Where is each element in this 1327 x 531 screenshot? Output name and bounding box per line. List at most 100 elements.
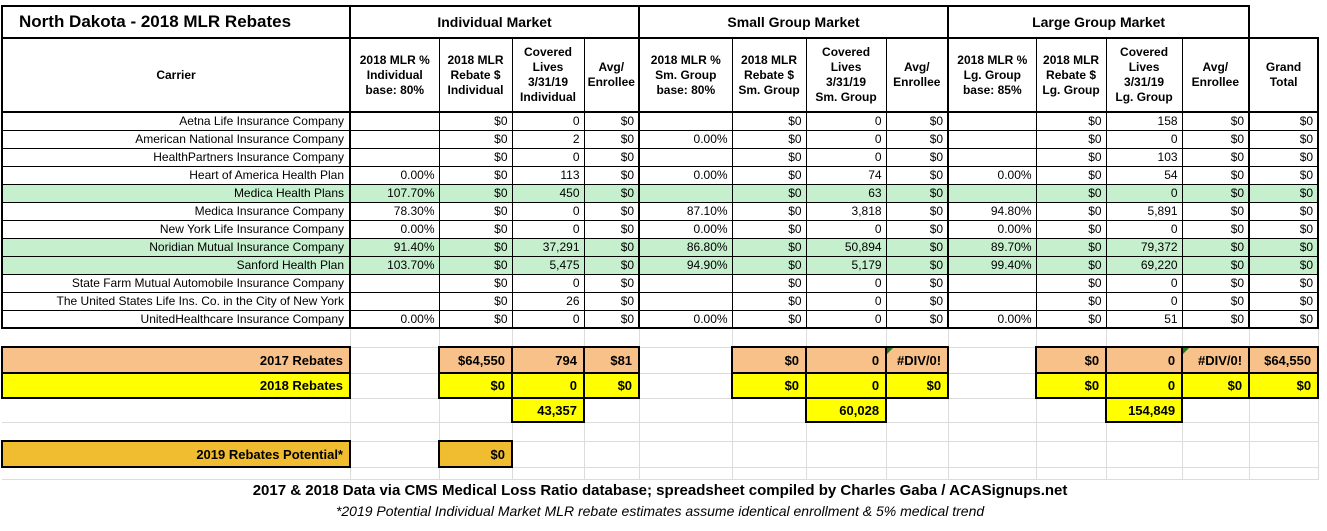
summary-row-2018-rebates-value[interactable]: $0 <box>1181 372 1251 399</box>
cell-value[interactable]: 0 <box>805 273 887 293</box>
cell-value[interactable] <box>349 273 440 293</box>
cell-value[interactable]: 51 <box>1105 309 1183 329</box>
cell-value[interactable]: $0 <box>1248 219 1320 239</box>
summary-row-2018-rebates-value[interactable]: $0 <box>1248 372 1320 399</box>
cell-value[interactable]: $0 <box>1035 255 1107 275</box>
cell-value[interactable]: $0 <box>731 165 807 185</box>
cell-value[interactable]: $0 <box>438 111 513 131</box>
cell-value[interactable] <box>947 129 1037 149</box>
cell-value[interactable]: 26 <box>511 291 585 311</box>
cell-value[interactable]: 103 <box>1105 147 1183 167</box>
cell-carrier[interactable]: New York Life Insurance Company <box>1 219 351 239</box>
cell-value[interactable]: 5,179 <box>805 255 887 275</box>
cell-value[interactable]: $0 <box>885 147 950 167</box>
cell-value[interactable]: $0 <box>1035 111 1107 131</box>
cell-value[interactable]: 103.70% <box>349 255 440 275</box>
cell-value[interactable] <box>947 147 1037 167</box>
market-header-individual[interactable]: Individual Market <box>348 5 641 39</box>
cell-value[interactable]: $0 <box>885 273 950 293</box>
cell-value[interactable]: 99.40% <box>947 255 1037 275</box>
summary-row-2018-rebates-value[interactable]: $0 <box>1035 372 1108 399</box>
cell-value[interactable]: $0 <box>1035 309 1107 329</box>
summary-row-2017-rebates-value[interactable]: 0 <box>805 346 888 374</box>
cell-value[interactable]: 69,220 <box>1105 255 1183 275</box>
col-header-ind-avg[interactable]: Avg/ Enrollee <box>583 37 641 113</box>
cell-value[interactable]: 0 <box>805 309 887 329</box>
cell-value[interactable]: 94.80% <box>947 201 1037 221</box>
cell-value[interactable]: $0 <box>885 165 950 185</box>
cell-value[interactable]: 87.10% <box>638 201 733 221</box>
cell-value[interactable]: $0 <box>583 255 641 275</box>
cell-value[interactable] <box>638 273 733 293</box>
cell-value[interactable]: $0 <box>1035 147 1107 167</box>
cell-value[interactable]: 37,291 <box>511 237 585 257</box>
cell-value[interactable]: 50,894 <box>805 237 887 257</box>
cell-value[interactable]: $0 <box>1035 273 1107 293</box>
cell-value[interactable]: $0 <box>583 165 641 185</box>
cell-value[interactable]: $0 <box>438 273 513 293</box>
cell-carrier[interactable]: Medica Health Plans <box>1 183 351 203</box>
cell-value[interactable]: 0 <box>805 129 887 149</box>
summary-row-2017-rebates-value[interactable]: $81 <box>582 346 641 374</box>
cell-carrier[interactable]: Noridian Mutual Insurance Company <box>1 237 351 257</box>
cell-value[interactable]: 0.00% <box>349 219 440 239</box>
cell-value[interactable]: $0 <box>438 291 513 311</box>
cell-value[interactable]: $0 <box>583 183 641 203</box>
summary-row-2018-rebates-label[interactable]: 2018 Rebates <box>1 372 351 399</box>
cell-value[interactable]: 0.00% <box>349 165 440 185</box>
cell-value[interactable]: $0 <box>1181 291 1251 311</box>
cell-value[interactable]: $0 <box>885 255 950 275</box>
cell-value[interactable]: 89.70% <box>947 237 1037 257</box>
cell-value[interactable]: $0 <box>1181 255 1251 275</box>
cell-value[interactable]: $0 <box>1181 273 1251 293</box>
cell-value[interactable]: $0 <box>1181 165 1251 185</box>
cell-value[interactable]: $0 <box>438 147 513 167</box>
cell-value[interactable]: $0 <box>1035 129 1107 149</box>
cell-carrier[interactable]: American National Insurance Company <box>1 129 351 149</box>
col-header-sg-avg[interactable]: Avg/ Enrollee <box>885 37 950 113</box>
summary-row-2017-rebates-label[interactable]: 2017 Rebates <box>1 346 351 374</box>
cell-carrier[interactable]: UnitedHealthcare Insurance Company <box>1 309 351 329</box>
cell-value[interactable]: 74 <box>805 165 887 185</box>
cell-value[interactable]: 0 <box>1105 219 1183 239</box>
cell-value[interactable]: 0 <box>511 111 585 131</box>
summary-row-2017-rebates-value[interactable]: #DIV/0! <box>885 346 950 374</box>
cell-value[interactable]: $0 <box>885 129 950 149</box>
cell-value[interactable]: $0 <box>731 219 807 239</box>
cell-value[interactable]: $0 <box>885 237 950 257</box>
cell-value[interactable]: $0 <box>1248 129 1320 149</box>
cell-value[interactable]: $0 <box>1181 183 1251 203</box>
summary-row-2017-rebates-value[interactable]: $0 <box>1035 346 1108 374</box>
cell-value[interactable]: $0 <box>885 201 950 221</box>
summary-row-2018-rebates-value[interactable]: 0 <box>511 372 585 399</box>
cell-value[interactable]: 0 <box>511 309 585 329</box>
cell-value[interactable]: 0 <box>805 111 887 131</box>
cell-value[interactable]: $0 <box>1248 273 1320 293</box>
cell-value[interactable]: 79,372 <box>1105 237 1183 257</box>
cell-value[interactable]: $0 <box>438 129 513 149</box>
cell-value[interactable]: $0 <box>438 237 513 257</box>
cell-value[interactable]: $0 <box>731 183 807 203</box>
cell-value[interactable]: $0 <box>1248 237 1320 257</box>
summary-row-2017-rebates-value[interactable]: 794 <box>511 346 585 374</box>
cell-value[interactable]: $0 <box>885 309 950 329</box>
cell-value[interactable]: 0.00% <box>638 165 733 185</box>
cell-value[interactable] <box>947 273 1037 293</box>
cell-value[interactable]: 0 <box>805 219 887 239</box>
cell-value[interactable]: 86.80% <box>638 237 733 257</box>
cell-value[interactable]: $0 <box>885 111 950 131</box>
cell-value[interactable]: 5,475 <box>511 255 585 275</box>
cell-value[interactable] <box>638 147 733 167</box>
cell-value[interactable]: $0 <box>1248 201 1320 221</box>
cell-value[interactable]: $0 <box>1035 165 1107 185</box>
summary-row-2017-rebates-value[interactable]: $64,550 <box>1248 346 1320 374</box>
cell-value[interactable]: $0 <box>583 129 641 149</box>
cell-value[interactable]: $0 <box>731 237 807 257</box>
cell-carrier[interactable]: Medica Insurance Company <box>1 201 351 221</box>
cell-value[interactable]: 0.00% <box>638 219 733 239</box>
cell-value[interactable]: $0 <box>1248 291 1320 311</box>
summary-row-2018-rebates-value[interactable]: $0 <box>582 372 641 399</box>
summary-row-2018-rebates-value[interactable]: $0 <box>731 372 808 399</box>
cell-value[interactable]: $0 <box>731 291 807 311</box>
cell-value[interactable]: $0 <box>885 291 950 311</box>
